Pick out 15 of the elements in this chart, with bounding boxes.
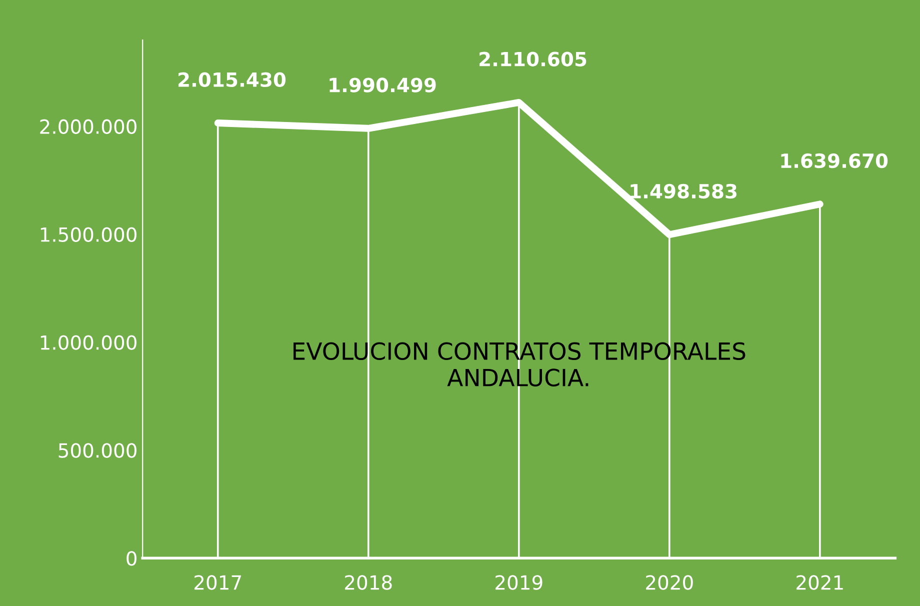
data-label: 2.015.430	[178, 72, 286, 87]
y-tick-label: 1.000.000	[40, 335, 136, 350]
x-tick-label: 2021	[796, 575, 843, 590]
x-tick-label: 2018	[345, 575, 392, 590]
x-tick-label: 2020	[646, 575, 693, 590]
data-label: 1.498.583	[630, 184, 736, 199]
y-tick-label: 2.000.000	[40, 119, 136, 134]
data-label: 2.110.605	[480, 52, 586, 66]
x-tick-label: 2017	[194, 575, 241, 590]
data-label: 1.990.499	[330, 78, 436, 92]
y-tick-label: 1.500.000	[40, 227, 136, 242]
data-label: 1.639.670	[781, 153, 888, 168]
y-tick-label: 0	[126, 551, 136, 566]
y-tick-label: 500.000	[58, 443, 136, 458]
x-tick-label: 2019	[496, 575, 542, 590]
